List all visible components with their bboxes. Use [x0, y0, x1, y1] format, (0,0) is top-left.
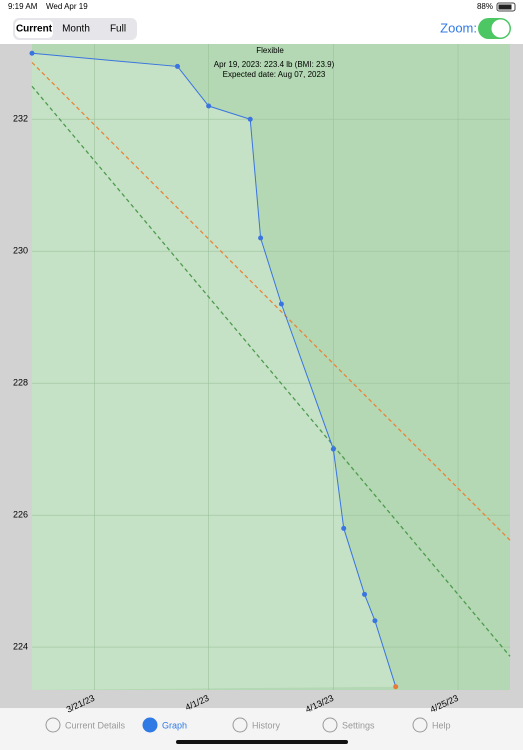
- series-line: [31, 62, 511, 541]
- tab-label[interactable]: History: [252, 720, 281, 730]
- tab-label[interactable]: Help: [432, 720, 451, 730]
- tab-icon[interactable]: [45, 717, 61, 733]
- tab-icon[interactable]: [322, 717, 338, 733]
- chart-title: Flexible: [256, 46, 284, 55]
- data-point: [341, 525, 347, 531]
- tab-label[interactable]: Current Details: [65, 720, 126, 730]
- segment[interactable]: Current: [16, 24, 53, 35]
- home-indicator: [176, 740, 348, 744]
- battery-text: 88%: [477, 2, 493, 11]
- tab-label[interactable]: Settings: [342, 720, 375, 730]
- segment[interactable]: Full: [110, 24, 126, 35]
- data-point: [206, 103, 212, 109]
- data-point: [29, 50, 35, 56]
- battery-icon: [496, 2, 516, 12]
- tab-icon[interactable]: [412, 717, 428, 733]
- segment[interactable]: Month: [62, 24, 90, 35]
- data-point: [372, 618, 378, 624]
- y-tick-label: 230: [13, 246, 28, 256]
- y-tick-label: 232: [13, 114, 28, 124]
- tab-icon[interactable]: [142, 717, 158, 733]
- series-line: [31, 85, 511, 657]
- segment-selected: [15, 20, 53, 38]
- y-tick-label: 228: [13, 378, 28, 388]
- data-point: [362, 591, 368, 597]
- chart-subtitle: Apr 19, 2023: 223.4 lb (BMI: 23.9): [214, 60, 335, 69]
- data-point: [247, 116, 253, 122]
- data-point: [258, 235, 264, 241]
- toggle-knob: [491, 19, 510, 38]
- highlight-area: [32, 44, 396, 690]
- tab-label[interactable]: Graph: [162, 720, 187, 730]
- battery-level: [498, 4, 512, 10]
- y-tick-label: 224: [13, 641, 28, 651]
- y-tick-label: 226: [13, 510, 28, 520]
- status-date: Wed Apr 19: [46, 2, 88, 11]
- status-time: 9:19 AM: [8, 2, 38, 11]
- data-point: [278, 301, 284, 307]
- data-point: [330, 446, 336, 452]
- plot-area: [32, 44, 510, 690]
- zoom-label: Zoom:: [440, 20, 477, 35]
- data-point: [174, 63, 180, 69]
- data-point: [393, 684, 399, 690]
- tab-icon[interactable]: [232, 717, 248, 733]
- chart-annotation: Expected date: Aug 07, 2023: [223, 70, 326, 79]
